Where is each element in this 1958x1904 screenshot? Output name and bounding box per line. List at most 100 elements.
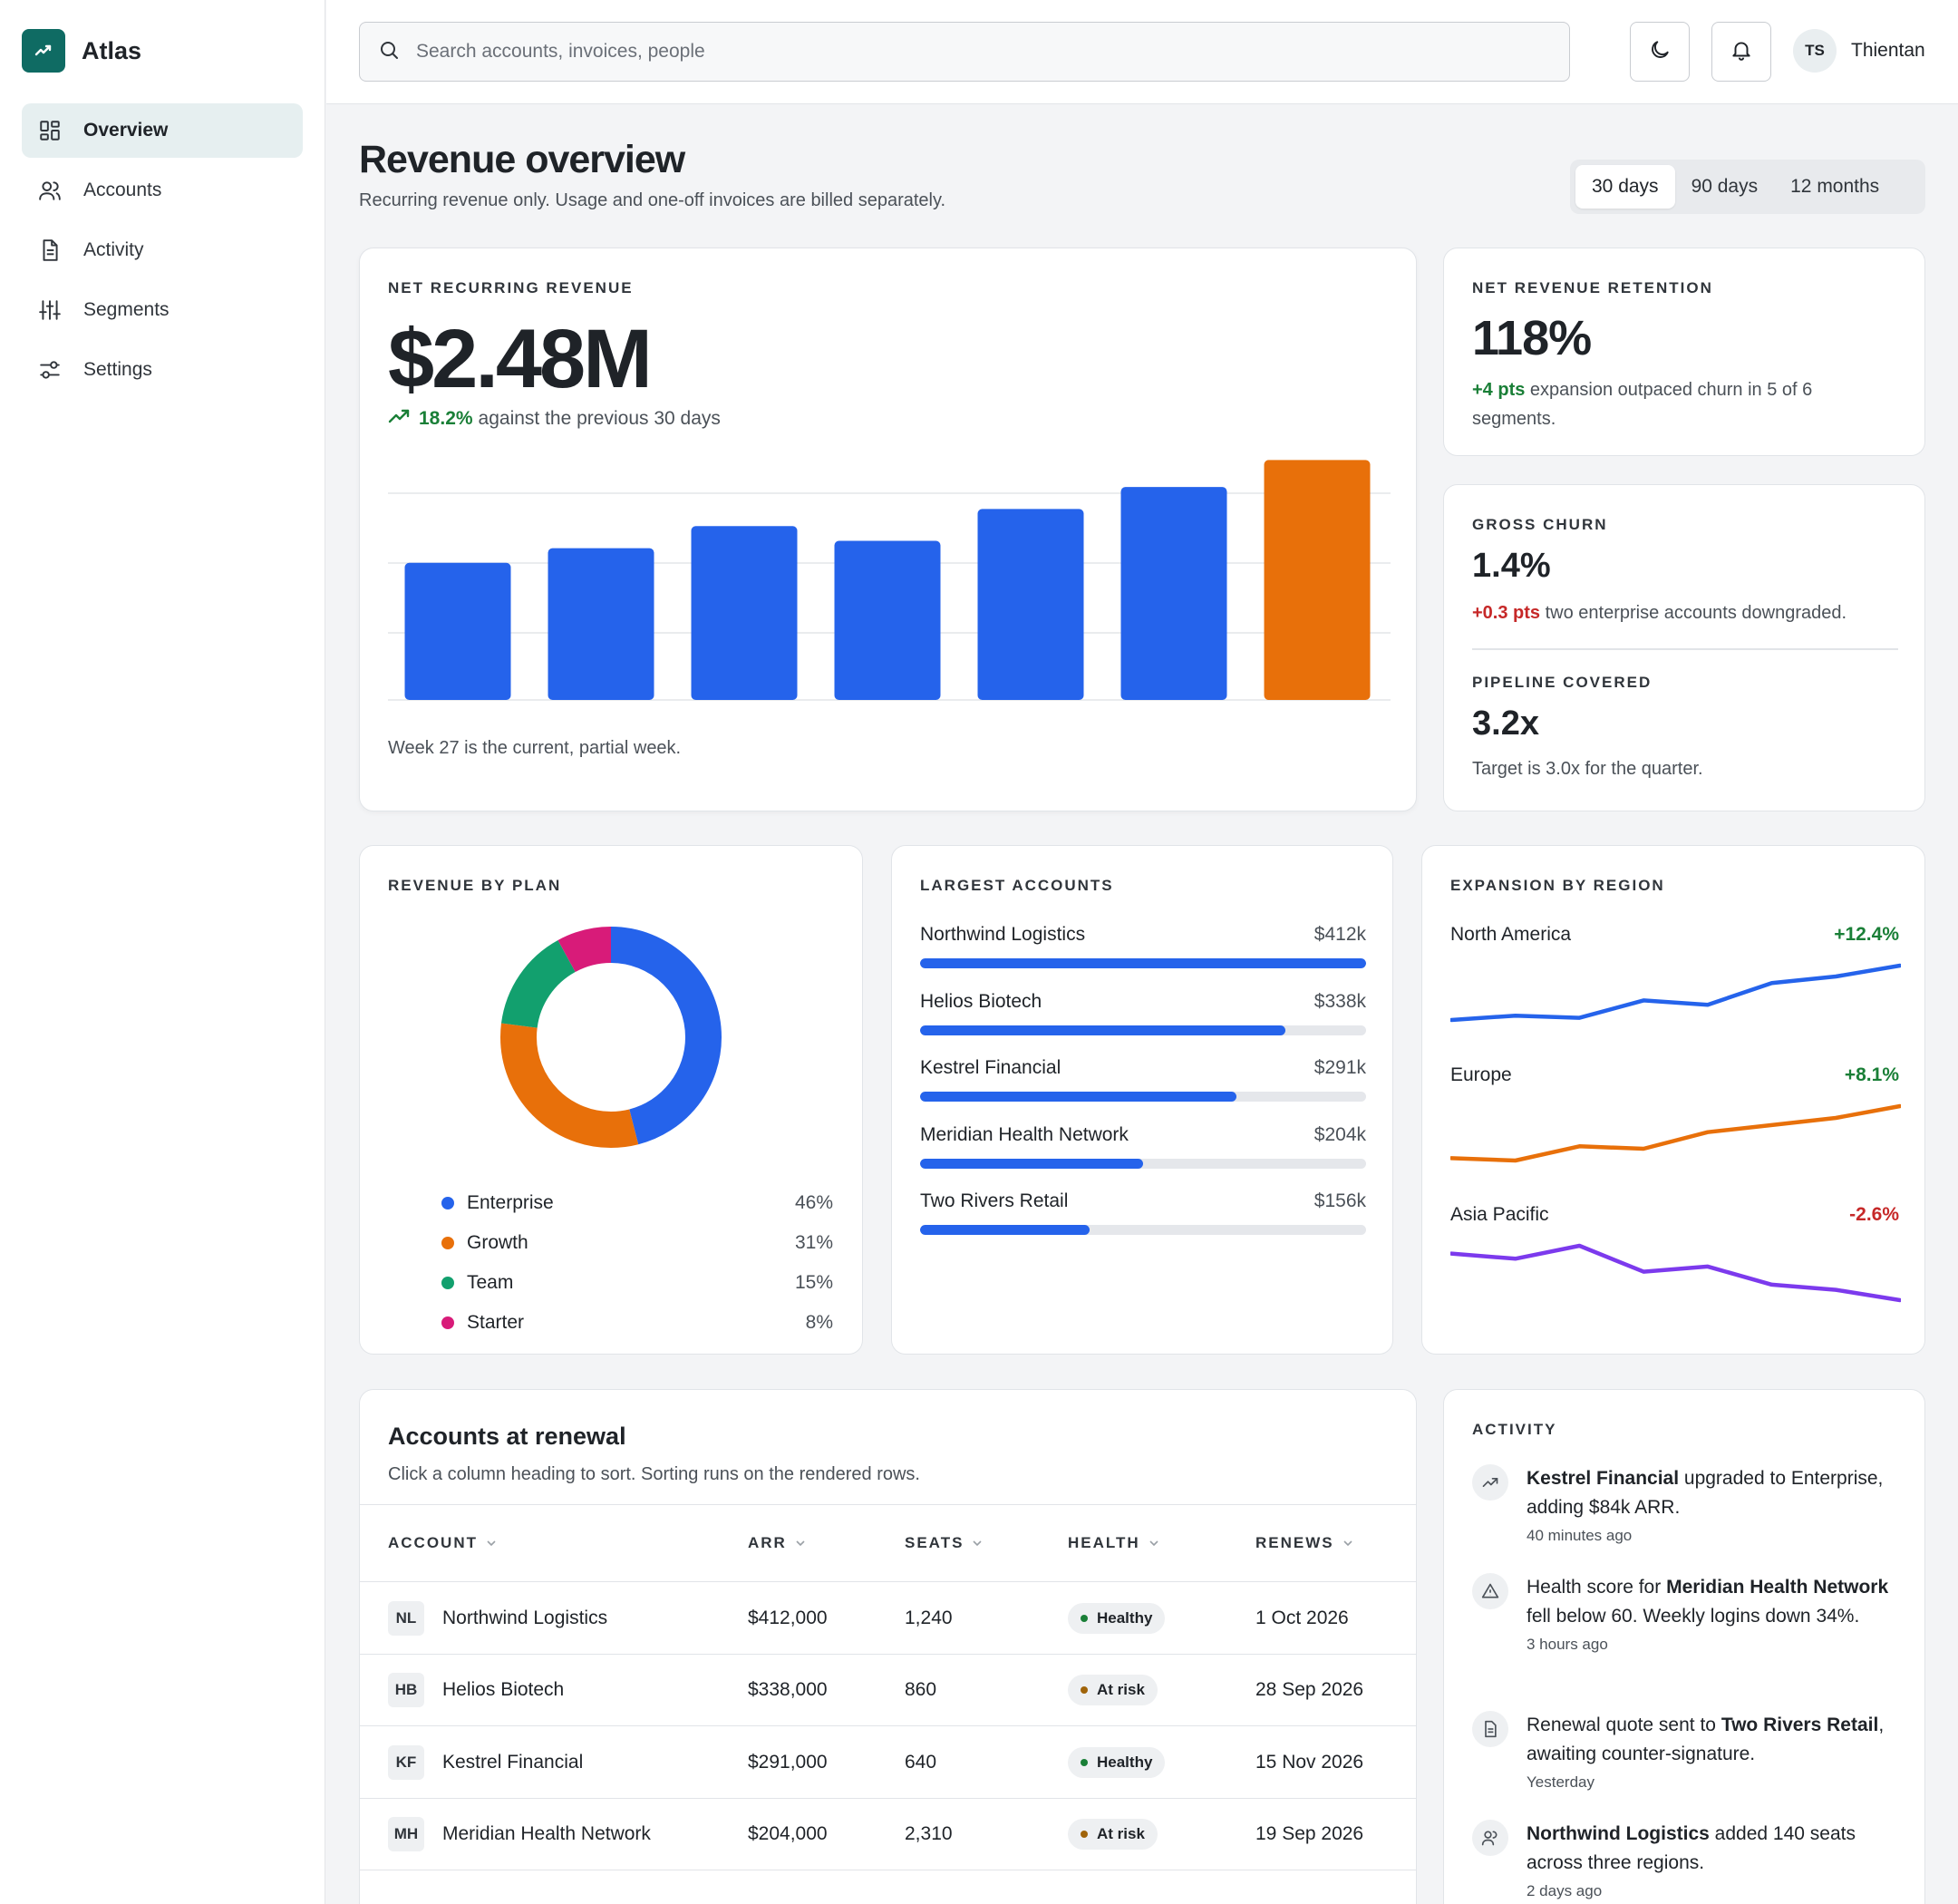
seats-cell: 1,240 — [905, 1607, 953, 1628]
chart-bar[interactable] — [977, 509, 1084, 700]
card-label: EXPANSION BY REGION — [1450, 877, 1665, 894]
search-input[interactable] — [416, 41, 1504, 63]
account-name: Helios Biotech — [442, 1679, 565, 1700]
chevron-down-icon — [1148, 1534, 1160, 1552]
user-menu[interactable]: TS Thientan — [1793, 29, 1925, 73]
sparkline-path — [1449, 963, 1903, 1023]
status-label: At risk — [1097, 1825, 1145, 1842]
account-value: $338k — [1313, 990, 1366, 1012]
list-item[interactable]: Kestrel Financial $291k — [920, 1057, 1366, 1124]
account-initials: NL — [388, 1600, 424, 1636]
region-item: Europe +8.1% — [1449, 1064, 1903, 1176]
list-item[interactable]: Two Rivers Retail $156k — [920, 1190, 1366, 1258]
column-label: ARR — [748, 1534, 787, 1551]
nrr-delta-row: 18.2% against the previous 30 days — [388, 408, 721, 430]
table-title: Accounts at renewal — [388, 1423, 626, 1450]
trend-logo-icon — [22, 29, 65, 73]
progress-track — [920, 1225, 1366, 1235]
plan-donut-chart — [500, 927, 722, 1148]
status-label: At risk — [1097, 1681, 1145, 1698]
grid-icon — [38, 119, 62, 142]
legend-value: 46% — [794, 1192, 833, 1213]
chart-note: Week 27 is the current, partial week. — [388, 738, 682, 758]
status-dot — [1081, 1614, 1088, 1622]
table-row[interactable]: HB Helios Biotech $338,000 860 At risk 28… — [360, 1655, 1416, 1726]
table-row[interactable]: NL Northwind Logistics $412,000 1,240 Hea… — [360, 1582, 1416, 1655]
sidebar-nav: Overview Accounts Activity Segments Sett… — [22, 103, 303, 403]
chart-bar[interactable] — [548, 548, 654, 700]
region-sparkline — [1449, 1243, 1903, 1303]
donut-slice[interactable] — [500, 927, 722, 1148]
activity-subject: Two Rivers Retail — [1721, 1715, 1879, 1735]
column-header-seats[interactable]: SEATS — [905, 1534, 984, 1552]
list-item[interactable]: Helios Biotech $338k — [920, 991, 1366, 1058]
sidebar-item-settings[interactable]: Settings — [22, 343, 303, 397]
range-option-30-days[interactable]: 30 days — [1575, 165, 1675, 209]
status-label: Healthy — [1097, 1753, 1153, 1771]
card-label: LARGEST ACCOUNTS — [920, 877, 1114, 894]
chart-bar[interactable] — [1264, 460, 1371, 700]
search-icon — [378, 39, 400, 65]
account-value: $291k — [1313, 1057, 1366, 1078]
users-icon — [38, 179, 62, 202]
brand[interactable]: Atlas — [22, 29, 141, 73]
sidebar-item-segments[interactable]: Segments — [22, 283, 303, 337]
avatar: TS — [1793, 29, 1837, 73]
account-initials: HB — [388, 1673, 424, 1707]
progress-fill — [920, 1025, 1286, 1035]
sidebar-item-overview[interactable]: Overview — [22, 103, 303, 158]
status-badge: Healthy — [1068, 1602, 1166, 1634]
trend-up-icon — [388, 408, 412, 430]
churn-text: two enterprise accounts downgraded. — [1545, 603, 1847, 623]
card-label: PIPELINE COVERED — [1472, 674, 1653, 691]
column-header-account[interactable]: ACCOUNT — [388, 1534, 498, 1552]
sidebar-item-label: Settings — [83, 359, 152, 380]
legend-item: Starter 8% — [441, 1303, 833, 1343]
account-value: $204k — [1313, 1123, 1366, 1145]
list-item[interactable]: Meridian Health Network $204k — [920, 1124, 1366, 1191]
chart-bar[interactable] — [691, 526, 798, 700]
donut-slice[interactable] — [500, 927, 722, 1148]
legend-value: 8% — [805, 1312, 833, 1333]
column-header-arr[interactable]: ARR — [748, 1534, 807, 1552]
status-badge: At risk — [1068, 1675, 1158, 1705]
theme-toggle-button[interactable] — [1630, 22, 1690, 82]
column-header-health[interactable]: HEALTH — [1068, 1534, 1160, 1552]
net-recurring-revenue-card: NET RECURRING REVENUE $2.48M 18.2% again… — [359, 248, 1417, 811]
health-cell: Healthy — [1068, 1582, 1166, 1654]
status-badge: Healthy — [1068, 1746, 1166, 1778]
activity-subject: Meridian Health Network — [1666, 1577, 1889, 1598]
legend-dot — [441, 1197, 454, 1209]
sidebar-item-label: Overview — [83, 120, 169, 141]
progress-track — [920, 1025, 1366, 1035]
churn-description: +0.3 pts two enterprise accounts downgra… — [1472, 603, 1847, 624]
legend-label: Growth — [467, 1232, 528, 1253]
range-option-12-months[interactable]: 12 months — [1790, 176, 1880, 197]
account-name: Kestrel Financial — [920, 1057, 1061, 1078]
activity-text: Kestrel Financial upgraded to Enterprise… — [1527, 1464, 1907, 1549]
retention-description: +4 pts expansion outpaced churn in 5 of … — [1472, 375, 1898, 433]
notifications-button[interactable] — [1711, 22, 1771, 82]
chart-bar[interactable] — [834, 540, 941, 701]
table-row[interactable]: MH Meridian Health Network $204,000 2,310… — [360, 1799, 1416, 1870]
sidebar: Atlas Overview Accounts Activity Segment… — [0, 0, 325, 1904]
renews-cell: 19 Sep 2026 — [1255, 1823, 1364, 1844]
chevron-down-icon — [971, 1534, 984, 1552]
table-row[interactable]: KF Kestrel Financial $291,000 640 Healthy… — [360, 1726, 1416, 1799]
sidebar-item-accounts[interactable]: Accounts — [22, 163, 303, 218]
activity-time: Yesterday — [1527, 1773, 1595, 1791]
range-option-90-days[interactable]: 90 days — [1691, 176, 1759, 197]
retention-value: 118% — [1472, 311, 1592, 365]
region-sparkline — [1449, 1103, 1903, 1163]
sidebar-item-activity[interactable]: Activity — [22, 223, 303, 277]
app-name: Atlas — [82, 36, 142, 64]
chart-bar[interactable] — [1120, 487, 1227, 700]
activity-subject: Northwind Logistics — [1527, 1823, 1710, 1844]
account-name: Northwind Logistics — [920, 924, 1086, 945]
column-header-renews[interactable]: RENEWS — [1255, 1534, 1354, 1552]
chart-bar[interactable] — [404, 562, 511, 700]
search-box[interactable] — [359, 22, 1570, 82]
account-cell: HB Helios Biotech — [388, 1655, 564, 1726]
seats-cell: 640 — [905, 1751, 937, 1773]
list-item[interactable]: Northwind Logistics $412k — [920, 924, 1366, 991]
